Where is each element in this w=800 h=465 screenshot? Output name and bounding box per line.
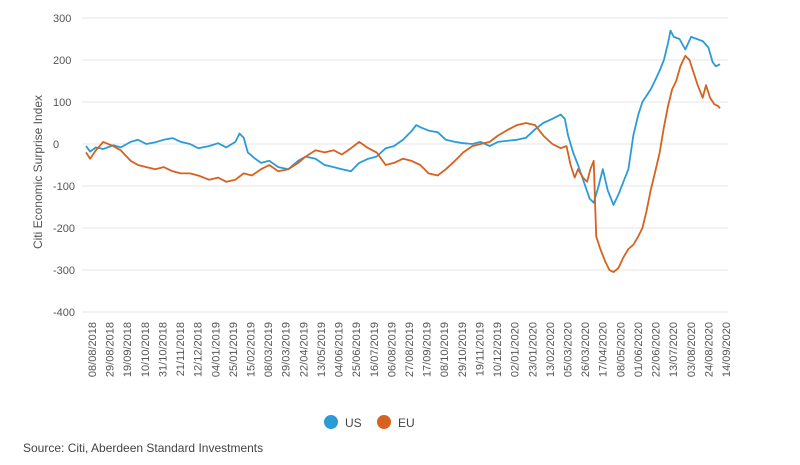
x-tick-label: 08/08/2018 [87,322,99,377]
x-tick-label: 16/07/2019 [369,322,381,377]
series-line-us [85,29,721,206]
legend: US EU [324,415,415,430]
series-line-eu [85,54,721,273]
y-tick-label: 0 [53,139,59,151]
series-lines [85,29,721,273]
x-tick-label: 06/08/2019 [386,322,398,377]
x-tick-label: 22/04/2019 [298,322,310,377]
x-tick-label: 24/08/2020 [703,322,715,377]
y-tick-label: 100 [53,97,71,109]
x-tick-label: 10/12/2019 [492,322,504,377]
x-tick-label: 19/09/2018 [122,322,134,377]
y-axis-label: Citi Economic Surprise Index [31,95,45,249]
x-tick-label: 08/10/2019 [439,322,451,377]
x-tick-label: 08/03/2019 [263,322,275,377]
y-tick-label: -300 [53,265,75,277]
x-tick-label: 04/06/2019 [334,322,346,377]
grid-lines [82,17,728,313]
x-axis-ticks: 08/08/2018 29/08/2018 19/09/2018 10/10/2018… [87,322,733,377]
x-tick-label: 12/12/2018 [193,322,205,377]
x-tick-label: 17/04/2020 [598,322,610,377]
x-tick-label: 13/07/2020 [668,322,680,377]
x-tick-label: 13/05/2019 [316,322,328,377]
y-axis-ticks: 300 200 100 0 -100 -200 -300 -400 [53,13,75,319]
x-tick-label: 27/08/2019 [404,322,416,377]
legend-marker-us [324,415,338,429]
y-tick-label: -400 [53,307,75,319]
x-tick-label: 04/01/2019 [210,322,222,377]
x-tick-label: 15/02/2019 [246,322,258,377]
x-tick-label: 03/08/2020 [686,322,698,377]
x-tick-label: 29/03/2019 [281,322,293,377]
y-tick-label: 200 [53,55,71,67]
y-tick-label: 300 [53,13,71,25]
legend-label-eu: EU [398,416,415,430]
x-tick-label: 08/05/2020 [615,322,627,377]
x-tick-label: 13/02/2020 [545,322,557,377]
x-tick-label: 17/09/2019 [422,322,434,377]
source-note: Source: Citi, Aberdeen Standard Investme… [23,441,264,455]
x-tick-label: 29/08/2018 [105,322,117,377]
x-tick-label: 23/01/2020 [527,322,539,377]
x-tick-label: 31/10/2018 [157,322,169,377]
x-tick-label: 25/06/2019 [351,322,363,377]
x-tick-label: 29/10/2019 [457,322,469,377]
x-tick-label: 22/06/2020 [651,322,663,377]
x-tick-label: 05/03/2020 [563,322,575,377]
x-tick-label: 21/11/2018 [175,322,187,376]
x-tick-label: 01/06/2020 [633,322,645,377]
legend-label-us: US [345,416,362,430]
x-tick-label: 19/11/2019 [474,322,486,376]
y-tick-label: -200 [53,223,75,235]
x-tick-label: 02/01/2020 [510,322,522,377]
x-tick-label: 10/10/2018 [140,322,152,377]
x-tick-label: 25/01/2019 [228,322,240,377]
x-tick-label: 14/09/2020 [721,322,733,377]
x-tick-label: 26/03/2020 [580,322,592,377]
legend-marker-eu [377,415,391,429]
y-tick-label: -100 [53,181,75,193]
